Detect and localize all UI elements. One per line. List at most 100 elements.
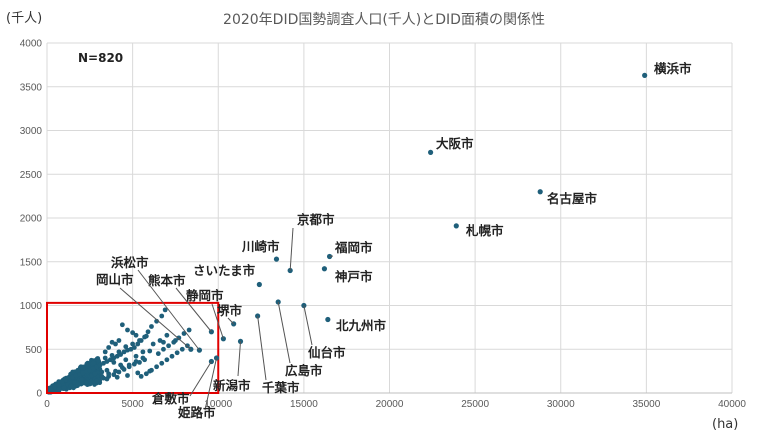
city-label: 名古屋市 xyxy=(547,191,598,206)
labeled-data-point xyxy=(273,256,280,262)
x-axis-unit: (ha) xyxy=(712,417,738,432)
labeled-data-point xyxy=(321,266,328,272)
callout-line xyxy=(211,303,224,339)
data-point xyxy=(161,346,166,352)
y-tick-label: 3500 xyxy=(20,82,43,93)
city-label: 北九州市 xyxy=(336,318,387,333)
data-point xyxy=(137,338,142,343)
data-point xyxy=(116,338,122,343)
data-point xyxy=(138,373,144,379)
data-point xyxy=(106,345,112,350)
city-label: 倉敷市 xyxy=(151,391,190,406)
city-label: 静岡市 xyxy=(186,288,224,303)
data-point xyxy=(164,357,170,363)
city-label: 熊本市 xyxy=(148,273,186,288)
city-label: 堺市 xyxy=(217,303,243,318)
data-point xyxy=(145,329,151,335)
callout-line xyxy=(227,317,235,325)
y-axis-unit: (千人) xyxy=(6,11,42,26)
data-point xyxy=(114,374,120,380)
data-point xyxy=(140,349,146,355)
highlight-box xyxy=(46,301,220,394)
y-tick-label: 4000 xyxy=(20,39,43,50)
labeled-data-point xyxy=(428,149,434,155)
callout-line xyxy=(257,315,267,381)
x-tick-label: 25000 xyxy=(461,399,489,410)
x-tick-label: 30000 xyxy=(547,399,575,410)
data-point xyxy=(104,367,110,373)
data-point xyxy=(78,377,84,383)
callout-line xyxy=(277,301,291,364)
data-point xyxy=(186,327,192,333)
data-point xyxy=(83,380,89,385)
data-point xyxy=(133,353,139,359)
data-point xyxy=(155,351,161,357)
callout-line xyxy=(204,357,218,411)
data-point xyxy=(143,371,149,377)
y-tick-label: 1000 xyxy=(20,301,43,312)
data-point xyxy=(154,364,160,370)
data-point xyxy=(56,382,62,388)
city-label: 神戸市 xyxy=(335,269,373,284)
labeled-data-point xyxy=(537,189,543,195)
data-point xyxy=(130,330,136,336)
data-point xyxy=(48,386,54,391)
callout-line xyxy=(137,269,200,351)
y-tick-label: 2000 xyxy=(20,214,43,225)
data-point xyxy=(111,359,117,365)
data-point xyxy=(113,368,118,374)
data-point xyxy=(116,349,122,355)
data-point xyxy=(133,332,139,338)
city-label: 横浜市 xyxy=(654,61,692,76)
data-point xyxy=(75,367,81,373)
data-point xyxy=(52,384,57,390)
x-tick-label: 40000 xyxy=(718,399,746,410)
data-point xyxy=(118,362,124,368)
data-point xyxy=(176,335,182,341)
x-tick-label: 5000 xyxy=(122,399,145,410)
data-point xyxy=(92,371,98,377)
data-point xyxy=(166,343,171,349)
data-point xyxy=(130,341,136,347)
data-point xyxy=(104,376,110,382)
city-label: 仙台市 xyxy=(308,345,346,360)
data-point xyxy=(150,341,156,347)
city-label: 福岡市 xyxy=(334,240,373,255)
data-point xyxy=(159,360,165,366)
city-label: 千葉市 xyxy=(262,380,300,395)
y-tick-label: 500 xyxy=(25,345,42,356)
x-tick-label: 20000 xyxy=(376,399,404,410)
data-point xyxy=(161,339,166,345)
callout-line xyxy=(237,341,242,377)
city-label: 大阪市 xyxy=(436,136,474,151)
data-point xyxy=(125,327,130,333)
callout-line xyxy=(289,227,294,271)
data-point xyxy=(174,350,180,356)
data-point xyxy=(61,385,67,391)
gridlines xyxy=(46,42,733,394)
y-tick-label: 1500 xyxy=(20,257,43,268)
data-point xyxy=(99,373,105,379)
city-label: さいたま市 xyxy=(193,263,256,278)
data-point xyxy=(135,370,141,376)
data-point xyxy=(143,333,149,339)
data-point xyxy=(99,369,105,375)
city-label: 新潟市 xyxy=(213,378,251,393)
data-point xyxy=(85,363,91,369)
data-point xyxy=(159,313,165,319)
data-point xyxy=(162,307,168,313)
data-point xyxy=(140,355,146,361)
data-point xyxy=(147,368,153,374)
city-label: 札幌市 xyxy=(465,223,504,238)
labeled-data-point xyxy=(256,281,262,288)
data-point xyxy=(123,344,129,350)
data-point xyxy=(133,359,139,364)
city-label: 京都市 xyxy=(297,212,335,227)
data-point xyxy=(173,338,178,343)
data-point xyxy=(164,332,170,338)
data-point xyxy=(149,324,154,329)
